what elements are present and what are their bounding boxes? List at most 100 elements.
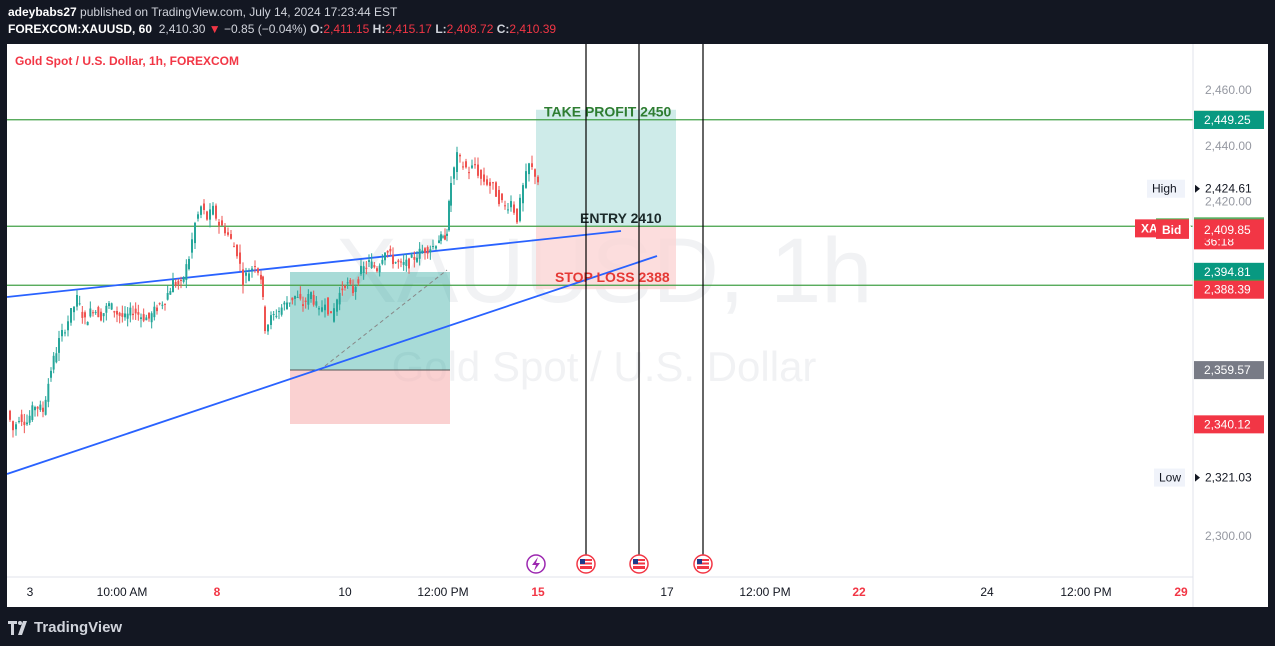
candle bbox=[365, 267, 368, 269]
candle bbox=[50, 370, 52, 378]
price-label-text: 2,424.61 bbox=[1205, 182, 1252, 196]
publish-info: adeybabs27 published on TradingView.com,… bbox=[8, 5, 397, 19]
tradingview-logo-icon bbox=[8, 621, 27, 636]
candle bbox=[126, 313, 129, 319]
candle bbox=[227, 232, 229, 235]
candle bbox=[450, 183, 452, 206]
long-position-loss-zone[interactable] bbox=[290, 370, 450, 424]
candle bbox=[185, 264, 188, 281]
candle bbox=[283, 302, 286, 305]
candle bbox=[12, 421, 14, 431]
price-label-box[interactable] bbox=[1194, 110, 1264, 129]
footer: TradingView bbox=[0, 607, 1275, 646]
candle bbox=[215, 205, 217, 219]
candle bbox=[84, 312, 86, 318]
candle bbox=[174, 282, 177, 286]
open-value: 2,411.15 bbox=[323, 22, 370, 36]
candle bbox=[248, 273, 250, 281]
candle bbox=[118, 312, 121, 316]
candle bbox=[78, 303, 81, 305]
long-position-path bbox=[324, 269, 448, 367]
candle bbox=[397, 260, 400, 263]
candle bbox=[169, 291, 172, 295]
take-profit-zone[interactable] bbox=[536, 109, 676, 227]
candle bbox=[153, 306, 156, 318]
symbol-label[interactable]: FOREXCOM:XAUUSD, 60 bbox=[8, 22, 153, 36]
candle bbox=[81, 311, 84, 318]
close-label: C: bbox=[496, 22, 510, 36]
price-label-box[interactable] bbox=[1194, 415, 1264, 434]
price-axis[interactable]: 2,460.002,440.002,420.002,300.002,449.34… bbox=[1135, 83, 1264, 543]
flag-body bbox=[580, 559, 592, 569]
candle bbox=[327, 297, 329, 315]
lower-trendline[interactable] bbox=[7, 255, 658, 475]
candle bbox=[286, 302, 288, 310]
candle bbox=[400, 261, 402, 263]
candle bbox=[278, 311, 280, 313]
price-tag-text: High bbox=[1152, 182, 1177, 196]
x-tick-label: 17 bbox=[660, 585, 674, 599]
candle bbox=[321, 307, 323, 312]
candle bbox=[272, 313, 275, 315]
low-label: L: bbox=[435, 22, 447, 36]
time-axis[interactable]: 3 10:00 AM 8 10 12:00 PM 15 17 12:00 PM 22 24 12:0… bbox=[27, 585, 1188, 599]
candle bbox=[510, 201, 512, 208]
price-label-box[interactable] bbox=[1194, 220, 1264, 239]
x-tick-label: 29 bbox=[1174, 585, 1188, 599]
candle bbox=[260, 274, 262, 280]
chart-canvas[interactable]: XAUUSD, 1h Gold Spot / U.S. Dollar Gold … bbox=[7, 44, 1268, 607]
last-price: 2,410.30 bbox=[158, 22, 206, 36]
candle bbox=[296, 296, 299, 298]
candle bbox=[140, 317, 142, 320]
candle bbox=[310, 292, 312, 300]
candle bbox=[346, 282, 349, 284]
candle bbox=[421, 250, 424, 254]
candle bbox=[209, 209, 211, 220]
down-arrow-icon: ▼ bbox=[208, 22, 221, 36]
candle bbox=[462, 166, 464, 168]
candle bbox=[34, 407, 36, 411]
candle bbox=[498, 189, 500, 205]
candle bbox=[456, 152, 458, 172]
candle bbox=[483, 174, 485, 182]
candle bbox=[435, 246, 437, 249]
take-profit-label: TAKE PROFIT 2450 bbox=[544, 104, 672, 120]
long-position-profit-zone[interactable] bbox=[290, 272, 450, 370]
price-label-box[interactable] bbox=[1194, 361, 1264, 380]
candle bbox=[20, 414, 23, 422]
candle bbox=[426, 247, 429, 254]
tradingview-logo[interactable]: TradingView bbox=[8, 619, 122, 636]
candle bbox=[134, 308, 137, 314]
flag-canton bbox=[697, 559, 702, 564]
candle bbox=[522, 185, 524, 204]
ohlc-line: FOREXCOM:XAUUSD, 60 2,410.30 ▼ −0.85 (−0… bbox=[8, 22, 556, 36]
price-label-box[interactable] bbox=[1194, 280, 1264, 299]
candle bbox=[459, 154, 461, 157]
publisher-name[interactable]: adeybabs27 bbox=[8, 5, 77, 19]
candle bbox=[304, 300, 307, 302]
candle bbox=[402, 261, 405, 265]
candle bbox=[294, 295, 296, 299]
us-flag-event-icon[interactable] bbox=[693, 554, 713, 574]
low-value: 2,408.72 bbox=[446, 22, 494, 36]
candle bbox=[203, 203, 205, 211]
candle bbox=[410, 254, 413, 258]
candle bbox=[440, 234, 442, 241]
candle bbox=[142, 314, 145, 321]
us-flag-event-icon[interactable] bbox=[629, 554, 649, 574]
y-tick-label: 2,300.00 bbox=[1205, 529, 1252, 543]
lightning-event-icon[interactable] bbox=[526, 554, 546, 574]
price-label-box[interactable] bbox=[1194, 262, 1264, 281]
stop-loss-label: STOP LOSS 2388 bbox=[555, 269, 670, 285]
us-flag-event-icon[interactable] bbox=[576, 554, 596, 574]
candle bbox=[76, 295, 78, 307]
candle bbox=[495, 182, 497, 197]
upper-trendline[interactable] bbox=[7, 230, 622, 298]
candle bbox=[362, 266, 365, 274]
candle bbox=[206, 211, 208, 220]
candle bbox=[262, 276, 264, 298]
flag-stripe bbox=[697, 561, 709, 563]
x-tick-label: 12:00 PM bbox=[417, 585, 468, 599]
candle bbox=[218, 221, 220, 226]
candle bbox=[148, 312, 150, 319]
